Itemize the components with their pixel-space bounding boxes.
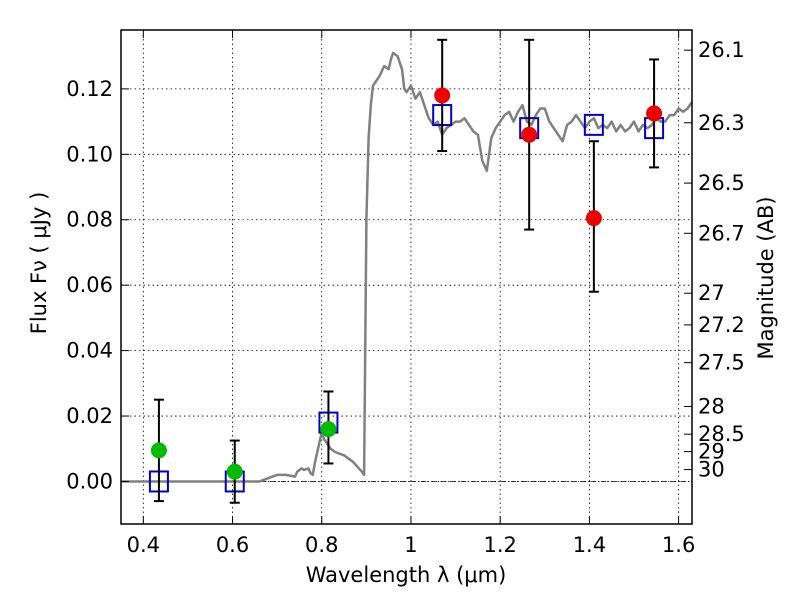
- observed-flux-point: [434, 87, 451, 104]
- x-tick-label: 0.6: [216, 533, 249, 557]
- y-tick-label: 0.12: [66, 77, 113, 101]
- x-tick-label: 1: [404, 533, 417, 557]
- y-tick-label: 0.06: [66, 273, 113, 297]
- observed-flux-point: [150, 442, 167, 459]
- axes-frame: [120, 29, 693, 525]
- x-tick-label: 1.6: [662, 533, 695, 557]
- y-tick-label: 0.00: [66, 469, 113, 493]
- magnitude-tick-label: 27.2: [698, 313, 745, 337]
- x-tick-label: 1.2: [483, 533, 516, 557]
- y-tick-label: 0.04: [66, 339, 113, 363]
- magnitude-tick-label: 28: [698, 395, 725, 419]
- observed-flux-point: [646, 105, 663, 122]
- x-tick-label: 1.4: [573, 533, 606, 557]
- magnitude-tick-label: 27: [698, 281, 725, 305]
- model-spectrum-line: [121, 51, 694, 483]
- y-tick-label: 0.02: [66, 404, 113, 428]
- observed-flux-point: [226, 463, 243, 480]
- x-tick-label: 0.8: [305, 533, 338, 557]
- observed-flux-point: [320, 421, 337, 438]
- magnitude-tick-label: 29: [698, 440, 725, 464]
- magnitude-tick-label: 26.3: [698, 111, 745, 135]
- magnitude-axis-label: Magnitude (AB): [754, 196, 778, 359]
- grid: [121, 30, 692, 524]
- x-axis-label: Wavelength λ (μm): [306, 563, 507, 587]
- magnitude-tick-label: 28.5: [698, 422, 745, 446]
- y-tick-label: 0.08: [66, 208, 113, 232]
- magnitude-tick-label: 26.7: [698, 221, 745, 245]
- magnitude-tick-label: 26.1: [698, 38, 745, 62]
- y-axis-label: Flux Fν ( μJy ): [27, 192, 51, 335]
- model-photometry-square: [583, 113, 604, 136]
- observed-flux-point: [521, 126, 538, 143]
- y-tick-label: 0.10: [66, 142, 113, 166]
- x-tick-label: 0.4: [127, 533, 160, 557]
- plot-area: [121, 38, 694, 504]
- magnitude-tick-label: 26.5: [698, 171, 745, 195]
- magnitude-tick-label: 30: [698, 458, 725, 482]
- observed-flux-point: [585, 210, 602, 227]
- magnitude-tick-label: 27.5: [698, 351, 745, 375]
- axis-ticks: 0.4 0.6 0.8 1 1.2 1.4 1.6 0.00 0.02 0.04 0.06 0.08 0…: [66, 30, 745, 557]
